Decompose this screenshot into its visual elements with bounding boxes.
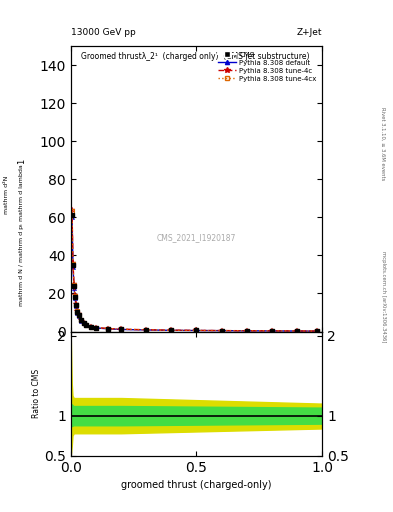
Text: Z+Jet: Z+Jet — [297, 28, 322, 37]
Text: mcplots.cern.ch [arXiv:1306.3436]: mcplots.cern.ch [arXiv:1306.3436] — [381, 251, 386, 343]
Text: mathrm d N / mathrm d pₜ mathrm d lambda: mathrm d N / mathrm d pₜ mathrm d lambda — [19, 164, 24, 306]
Text: 1: 1 — [17, 159, 26, 164]
Text: Groomed thrustλ_2¹  (charged only)  (CMS jet substructure): Groomed thrustλ_2¹ (charged only) (CMS j… — [81, 52, 309, 61]
Legend: CMS, Pythia 8.308 default, Pythia 8.308 tune-4c, Pythia 8.308 tune-4cx: CMS, Pythia 8.308 default, Pythia 8.308 … — [217, 50, 319, 84]
X-axis label: groomed thrust (charged-only): groomed thrust (charged-only) — [121, 480, 272, 490]
Text: Rivet 3.1.10, ≥ 3.6M events: Rivet 3.1.10, ≥ 3.6M events — [381, 106, 386, 180]
Text: mathrm d²N: mathrm d²N — [4, 176, 9, 214]
Text: 13000 GeV pp: 13000 GeV pp — [71, 28, 136, 37]
Text: CMS_2021_I1920187: CMS_2021_I1920187 — [157, 233, 236, 242]
Y-axis label: Ratio to CMS: Ratio to CMS — [32, 369, 41, 418]
